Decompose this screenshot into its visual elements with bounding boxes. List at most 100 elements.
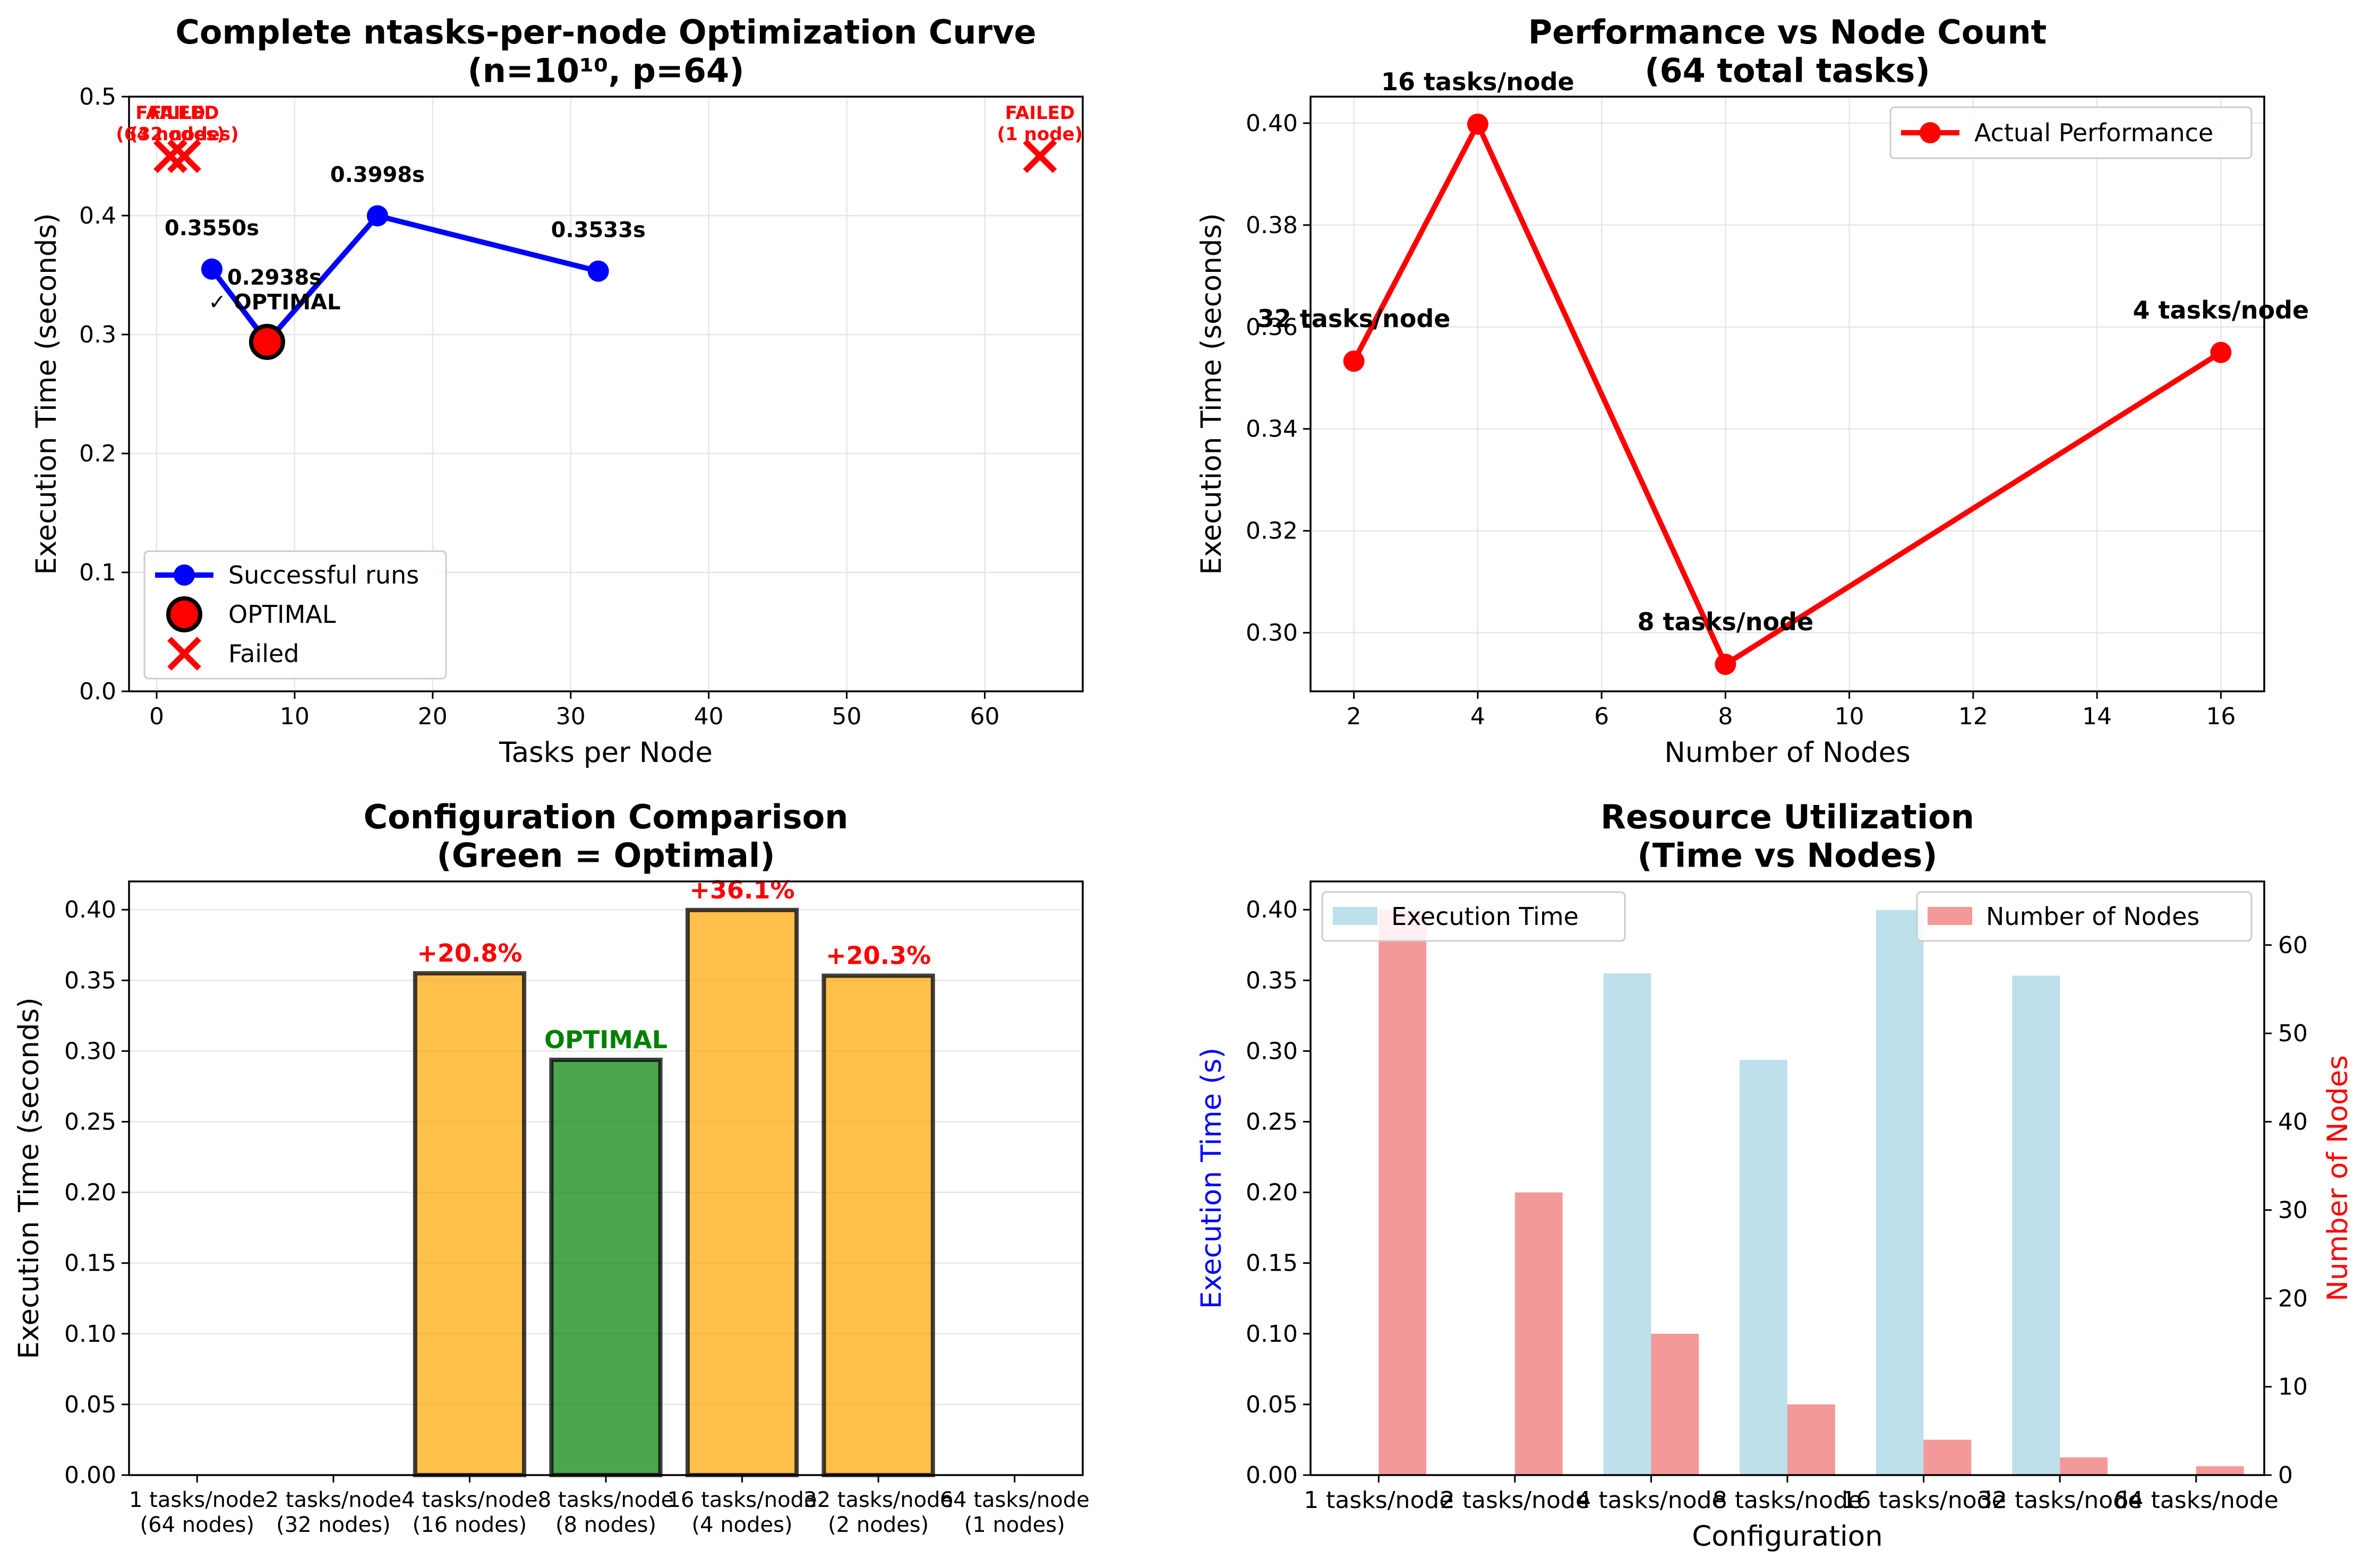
x-tick-label: 60	[970, 703, 999, 730]
axes-frame	[1309, 880, 2265, 1476]
bar	[685, 907, 799, 1477]
data-point-successful-run	[366, 205, 388, 227]
bar-label: +36.1%	[690, 876, 795, 904]
y-tick-label: 0.35	[64, 967, 116, 994]
series-line-actual-performance	[1351, 121, 2223, 667]
x-tick-label: 64 tasks/node	[2114, 1487, 2279, 1514]
bar-execution-time	[1876, 910, 1924, 1475]
chart-title: Performance vs Node Count (64 total tasks…	[1528, 13, 2047, 90]
x-tick-label: 50	[832, 703, 862, 730]
y-tick-label: 0.20	[1246, 1179, 1298, 1206]
data-label: 4 tasks/node	[2133, 296, 2309, 324]
legend-label-execution-time: Execution Time	[1391, 902, 1579, 931]
y-tick-label-right: 10	[2278, 1374, 2308, 1401]
data-point-optimal	[249, 323, 285, 360]
legend-label-number-of-nodes: Number of Nodes	[1986, 902, 2199, 931]
x-tick-label: 64 tasks/node (1 nodes)	[940, 1488, 1090, 1537]
data-label: 0.3998s	[330, 162, 425, 187]
x-tick-label: 6	[1594, 703, 1609, 730]
legend-label-actual-performance: Actual Performance	[1974, 118, 2213, 147]
y-tick-label: 0.40	[64, 896, 116, 923]
data-point	[1715, 654, 1736, 675]
y-tick-label: 0.38	[1246, 212, 1298, 239]
y-axis-label: Execution Time (seconds)	[30, 213, 63, 575]
y-tick-label: 0.3	[79, 321, 116, 348]
y-tick-label: 0.5	[79, 83, 116, 110]
y-tick-label: 0.30	[1246, 1038, 1298, 1065]
x-tick-label: 32 tasks/node	[1977, 1487, 2142, 1514]
y-tick-label: 0.30	[1246, 620, 1298, 647]
y-tick-label: 0.40	[1246, 110, 1298, 137]
x-tick-label: 4 tasks/node (16 nodes)	[401, 1488, 538, 1537]
data-label: FAILED (32 nodes)	[130, 102, 238, 145]
bar	[821, 973, 935, 1477]
data-label: 16 tasks/node	[1381, 67, 1574, 96]
axes-frame	[1309, 96, 2265, 692]
subplot-optimization-curve: 0 10 20 30 40 50 60 0.0 0.1 0.2 0.3 0.4 0.5 Complete …	[30, 13, 1084, 769]
data-point-failed-cross	[1023, 139, 1057, 173]
x-tick-label: 2 tasks/node	[1440, 1487, 1590, 1514]
data-label: 32 tasks/node	[1257, 304, 1451, 333]
x-tick-label: 1 tasks/node	[1304, 1487, 1453, 1514]
x-tick-label: 32 tasks/node (2 nodes)	[803, 1488, 953, 1537]
y-tick-label-right: 30	[2278, 1197, 2308, 1224]
bar-execution-time	[2012, 975, 2060, 1475]
bar-number-of-nodes	[1651, 1333, 1699, 1475]
y-tick-label-right: 20	[2278, 1285, 2308, 1312]
data-point	[1467, 113, 1488, 135]
x-axis-label: Tasks per Node	[499, 736, 713, 769]
x-tick-label: 12	[1958, 703, 1988, 730]
legend-label-failed: Failed	[228, 639, 299, 668]
x-tick-label: 8 tasks/node (8 nodes)	[538, 1488, 674, 1537]
y-tick-label: 0.40	[1246, 896, 1298, 923]
legend-marker-optimal	[166, 596, 202, 632]
axes-frame	[128, 880, 1084, 1476]
x-tick-label: 8	[1718, 703, 1733, 730]
legend-swatch-number-of-nodes	[1928, 907, 1972, 925]
legend-marker-successful-runs	[174, 564, 195, 586]
x-tick-label: 2 tasks/node (32 nodes)	[266, 1488, 402, 1537]
bar-label: OPTIMAL	[544, 1025, 667, 1054]
bar-execution-time	[1603, 973, 1651, 1475]
x-tick-label: 30	[556, 703, 586, 730]
data-label: 0.2938s ✓ OPTIMAL	[208, 265, 340, 315]
data-point	[1343, 350, 1365, 372]
x-tick-label: 16	[2206, 703, 2236, 730]
y-axis-label: Execution Time (seconds)	[13, 997, 45, 1359]
x-tick-label: 10	[1835, 703, 1864, 730]
x-tick-label: 16 tasks/node	[1841, 1487, 2006, 1514]
x-tick-label: 4	[1470, 703, 1485, 730]
subplot-performance-vs-nodes: 2 4 6 8 10 12 14 16 0.30 0.32 0.34 0.36 0.38 0.40 Perf…	[1195, 13, 2309, 769]
legend-box-right	[1916, 891, 2253, 942]
x-tick-label: 2	[1347, 703, 1362, 730]
data-label: 0.3533s	[551, 218, 646, 243]
legend-box	[1889, 106, 2253, 159]
x-tick-label: 10	[280, 703, 310, 730]
x-tick-label: 14	[2082, 703, 2112, 730]
x-tick-label: 4 tasks/node	[1576, 1487, 1726, 1514]
data-point-successful-run	[201, 258, 222, 280]
data-point-failed-cross	[167, 139, 201, 173]
y-tick-label: 0.34	[1246, 416, 1298, 443]
y-tick-label: 0.15	[1246, 1250, 1298, 1277]
chart-title: Complete ntasks-per-node Optimization Cu…	[175, 13, 1036, 90]
y-tick-label: 0.32	[1246, 518, 1298, 545]
y-tick-label-right: 60	[2278, 932, 2308, 959]
series-line-successful-runs	[209, 213, 599, 345]
y-tick-label-right: 0	[2278, 1462, 2293, 1489]
bar-number-of-nodes	[2196, 1466, 2244, 1475]
data-point	[2210, 341, 2232, 363]
chart-title: Resource Utilization (Time vs Nodes)	[1600, 798, 1974, 875]
legend-box-left	[1321, 891, 1626, 942]
x-tick-label: 0	[149, 703, 164, 730]
y-tick-label: 0.1	[79, 559, 116, 586]
y-tick-label: 0.25	[1246, 1109, 1298, 1136]
bar-number-of-nodes	[1923, 1440, 1972, 1475]
y-tick-label: 0.00	[1246, 1462, 1298, 1489]
bar	[413, 971, 527, 1477]
x-tick-label: 20	[418, 703, 448, 730]
y-tick-label: 0.05	[1246, 1391, 1298, 1418]
y-axis-label: Execution Time (seconds)	[1195, 213, 1228, 575]
legend-marker-failed	[167, 637, 201, 671]
